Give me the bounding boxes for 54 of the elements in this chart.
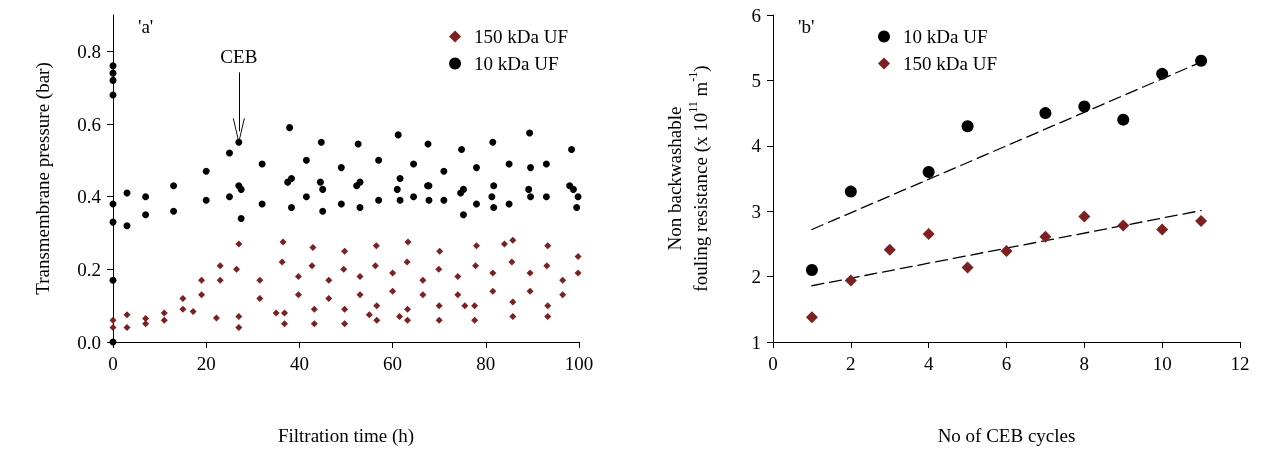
y-tick-label: 5 xyxy=(751,69,761,91)
y-axis-title: Transmembrane pressure (bar) xyxy=(31,62,54,295)
x-tick-label: 2 xyxy=(846,353,856,374)
x-tick-label: 80 xyxy=(476,353,496,374)
legend-label: 150 kDa UF xyxy=(474,26,569,47)
y-tick-label: 0.2 xyxy=(77,258,101,280)
y-tick-label: 0.4 xyxy=(77,186,102,208)
point xyxy=(805,264,818,277)
point xyxy=(1039,230,1052,243)
x-tick-label: 4 xyxy=(923,353,934,374)
annotation: CEB xyxy=(220,46,258,68)
x-tick-label: 10 xyxy=(1152,353,1172,374)
x-tick-label: 40 xyxy=(289,353,309,374)
y-tick-label: 1 xyxy=(751,331,761,353)
point xyxy=(844,185,857,198)
point xyxy=(1117,219,1130,232)
y-tick-label: 0.6 xyxy=(77,113,101,135)
x-tick-label: 60 xyxy=(383,353,403,374)
x-axis-title: No of CEB cycles xyxy=(937,424,1076,446)
y-tick-label: 0.8 xyxy=(77,40,101,62)
legend-label: 150 kDa UF xyxy=(903,53,997,74)
point xyxy=(844,274,857,287)
point xyxy=(1195,54,1208,67)
point xyxy=(961,120,974,133)
point xyxy=(1156,223,1169,236)
x-tick-label: 6 xyxy=(1001,353,1012,374)
y-tick-label: 2 xyxy=(751,266,761,288)
x-tick-label: 12 xyxy=(1230,353,1250,374)
point xyxy=(922,228,935,241)
annotation: 'a' xyxy=(138,16,154,37)
x-tick-label: 8 xyxy=(1079,353,1090,374)
point xyxy=(1078,210,1091,223)
x-tick-label: 0 xyxy=(768,353,778,374)
point xyxy=(805,311,818,324)
point xyxy=(961,261,974,274)
point xyxy=(922,165,935,178)
point xyxy=(1117,113,1130,126)
x-tick-label: 0 xyxy=(108,353,118,374)
point xyxy=(1078,100,1091,113)
point xyxy=(1000,245,1013,258)
legend-label: 10 kDa UF xyxy=(903,26,988,47)
point xyxy=(1039,107,1052,120)
point xyxy=(1195,215,1208,228)
point xyxy=(883,243,896,256)
legend-label: 10 kDa UF xyxy=(474,53,559,74)
y-tick-label: 3 xyxy=(751,200,761,222)
x-axis-title: Filtration time (h) xyxy=(277,424,415,447)
y-tick-label: 6 xyxy=(751,4,761,26)
x-tick-label: 20 xyxy=(196,353,216,374)
x-tick-label: 100 xyxy=(564,353,594,374)
point xyxy=(1156,67,1169,80)
y-tick-label: 0.0 xyxy=(77,331,101,353)
annotation: 'b' xyxy=(798,16,815,37)
y-tick-label: 4 xyxy=(751,135,762,157)
